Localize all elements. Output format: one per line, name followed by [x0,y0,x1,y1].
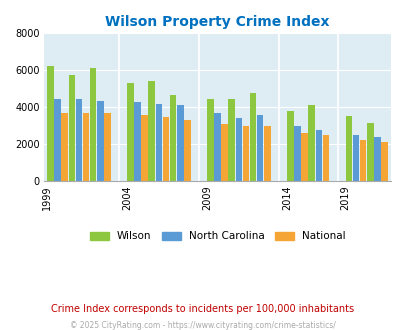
Bar [155,104,162,181]
Bar [68,75,75,181]
Title: Wilson Property Crime Index: Wilson Property Crime Index [105,15,329,29]
Bar [177,105,183,181]
Bar [134,102,141,181]
Bar [345,116,351,181]
Bar [169,95,176,181]
Bar [235,118,241,181]
Bar [228,99,234,181]
Bar [162,117,169,181]
Bar [90,68,96,181]
Bar [61,113,68,181]
Bar [207,99,213,181]
Bar [293,126,300,181]
Bar [322,135,328,181]
Bar [352,135,358,181]
Bar [141,115,147,181]
Bar [75,99,82,181]
Bar [242,126,249,181]
Bar [373,137,380,181]
Bar [256,115,263,181]
Bar [148,81,155,181]
Bar [54,99,61,181]
Bar [380,142,387,181]
Bar [366,123,373,181]
Bar [221,124,227,181]
Bar [359,140,365,181]
Bar [97,101,103,181]
Bar [183,120,190,181]
Bar [308,105,314,181]
Bar [127,83,133,181]
Bar [315,130,321,181]
Bar [301,133,307,181]
Bar [83,113,89,181]
Bar [214,113,220,181]
Bar [263,126,270,181]
Bar [249,93,256,181]
Bar [104,113,111,181]
Bar [47,66,53,181]
Text: © 2025 CityRating.com - https://www.cityrating.com/crime-statistics/: © 2025 CityRating.com - https://www.city… [70,321,335,330]
Legend: Wilson, North Carolina, National: Wilson, North Carolina, National [85,227,349,246]
Bar [286,111,293,181]
Text: Crime Index corresponds to incidents per 100,000 inhabitants: Crime Index corresponds to incidents per… [51,304,354,314]
